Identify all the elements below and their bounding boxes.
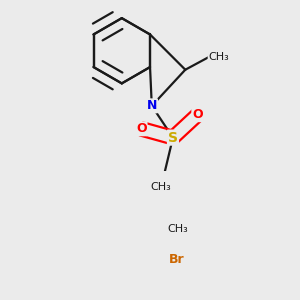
Text: O: O [192,108,203,121]
Text: CH₃: CH₃ [151,182,172,192]
Text: N: N [147,99,157,112]
Text: O: O [136,122,146,135]
Text: S: S [168,130,178,145]
Text: Br: Br [169,253,185,266]
Text: CH₃: CH₃ [167,224,188,234]
Text: CH₃: CH₃ [208,52,229,62]
